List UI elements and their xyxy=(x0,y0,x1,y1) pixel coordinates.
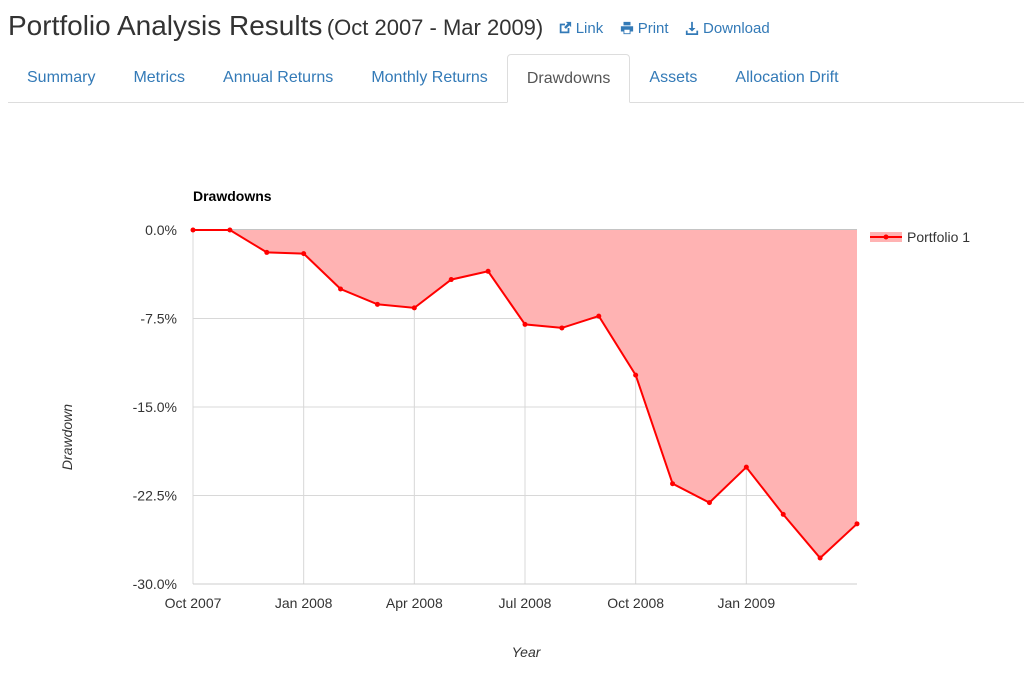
x-tick-label: Oct 2008 xyxy=(607,595,664,611)
y-tick-label: -22.5% xyxy=(133,488,177,504)
data-point[interactable] xyxy=(706,500,712,506)
chart-title: Drawdowns xyxy=(193,188,272,204)
drawdowns-chart: Drawdowns 0.0% -7.5% -15.0% -22.5% -30.0% Oc… xyxy=(59,188,970,660)
data-point[interactable] xyxy=(264,249,270,255)
x-tick-label: Jan 2009 xyxy=(718,595,776,611)
data-point[interactable] xyxy=(854,521,860,527)
x-axis-label: Year xyxy=(512,644,542,660)
data-point[interactable] xyxy=(633,372,639,378)
y-tick-label: -30.0% xyxy=(133,576,177,592)
data-point[interactable] xyxy=(227,227,233,233)
print-icon xyxy=(620,21,633,35)
tab-metrics[interactable]: Metrics xyxy=(133,69,186,86)
tab-summary[interactable]: Summary xyxy=(27,69,96,86)
external-link-icon xyxy=(559,21,571,34)
legend-label: Portfolio 1 xyxy=(907,229,970,245)
page-subtitle: (Oct 2007 - Mar 2009) xyxy=(326,15,544,40)
header-actions: Link Print Download xyxy=(558,19,782,39)
data-point[interactable] xyxy=(411,305,417,311)
tab-assets[interactable]: Assets xyxy=(649,69,698,86)
data-point[interactable] xyxy=(559,325,565,331)
data-point[interactable] xyxy=(338,286,344,292)
download-label: Download xyxy=(702,19,770,37)
legend-swatch-marker xyxy=(883,234,889,240)
tab-bar: Summary Metrics Annual Returns Monthly R… xyxy=(8,54,1024,103)
tab-allocation-drift[interactable]: Allocation Drift xyxy=(735,69,839,86)
link-label: Link xyxy=(575,19,604,37)
data-point[interactable] xyxy=(780,511,786,517)
x-tick-label: Apr 2008 xyxy=(386,595,443,611)
data-point[interactable] xyxy=(485,268,491,274)
x-tick-label: Jul 2008 xyxy=(499,595,552,611)
data-point[interactable] xyxy=(596,313,602,319)
data-point[interactable] xyxy=(190,227,196,233)
tab-drawdowns[interactable]: Drawdowns xyxy=(506,54,631,103)
drawdown-area xyxy=(193,230,857,558)
page-title: Portfolio Analysis Results xyxy=(8,10,323,41)
legend[interactable]: Portfolio 1 xyxy=(870,229,970,245)
x-tick-label: Jan 2008 xyxy=(275,595,333,611)
page-header: Portfolio Analysis Results (Oct 2007 - M… xyxy=(8,10,782,42)
link-button[interactable]: Link xyxy=(558,19,604,37)
data-point[interactable] xyxy=(522,321,528,327)
y-axis-label: Drawdown xyxy=(59,404,75,470)
y-tick-label: -15.0% xyxy=(133,399,177,415)
data-point[interactable] xyxy=(448,277,454,283)
drawdowns-chart-container: Drawdowns 0.0% -7.5% -15.0% -22.5% -30.0% Oc… xyxy=(0,160,1024,685)
print-button[interactable]: Print xyxy=(620,20,669,37)
download-button[interactable]: Download xyxy=(685,20,770,37)
download-icon xyxy=(685,21,699,35)
print-label: Print xyxy=(637,19,669,37)
data-point[interactable] xyxy=(301,251,307,257)
data-point[interactable] xyxy=(743,464,749,470)
data-point[interactable] xyxy=(817,555,823,561)
x-tick-label: Oct 2007 xyxy=(165,595,222,611)
data-point[interactable] xyxy=(670,481,676,487)
tab-monthly-returns[interactable]: Monthly Returns xyxy=(371,69,488,86)
y-tick-label: 0.0% xyxy=(145,222,177,238)
data-point[interactable] xyxy=(374,301,380,307)
tab-annual-returns[interactable]: Annual Returns xyxy=(223,69,334,86)
y-tick-label: -7.5% xyxy=(140,311,177,327)
